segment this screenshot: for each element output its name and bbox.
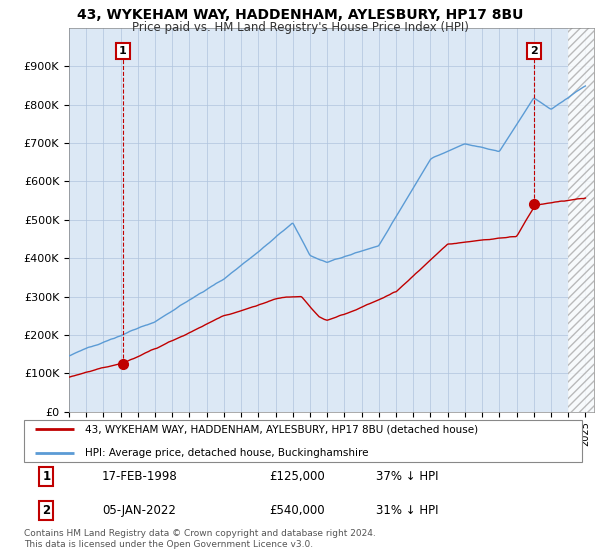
Text: £540,000: £540,000 [269, 504, 325, 517]
Text: £125,000: £125,000 [269, 470, 325, 483]
Text: 37% ↓ HPI: 37% ↓ HPI [376, 470, 438, 483]
Text: 31% ↓ HPI: 31% ↓ HPI [376, 504, 438, 517]
Text: 05-JAN-2022: 05-JAN-2022 [102, 504, 176, 517]
Text: 43, WYKEHAM WAY, HADDENHAM, AYLESBURY, HP17 8BU (detached house): 43, WYKEHAM WAY, HADDENHAM, AYLESBURY, H… [85, 424, 479, 434]
Bar [568, 28, 594, 412]
Text: 1: 1 [119, 46, 127, 56]
Text: Price paid vs. HM Land Registry's House Price Index (HPI): Price paid vs. HM Land Registry's House … [131, 21, 469, 34]
Text: 2: 2 [42, 504, 50, 517]
Text: 17-FEB-1998: 17-FEB-1998 [102, 470, 178, 483]
FancyBboxPatch shape [24, 420, 582, 462]
Text: Contains HM Land Registry data © Crown copyright and database right 2024.
This d: Contains HM Land Registry data © Crown c… [24, 529, 376, 549]
Text: 2: 2 [530, 46, 538, 56]
Text: 43, WYKEHAM WAY, HADDENHAM, AYLESBURY, HP17 8BU: 43, WYKEHAM WAY, HADDENHAM, AYLESBURY, H… [77, 8, 523, 22]
Text: 1: 1 [42, 470, 50, 483]
Text: HPI: Average price, detached house, Buckinghamshire: HPI: Average price, detached house, Buck… [85, 448, 369, 458]
